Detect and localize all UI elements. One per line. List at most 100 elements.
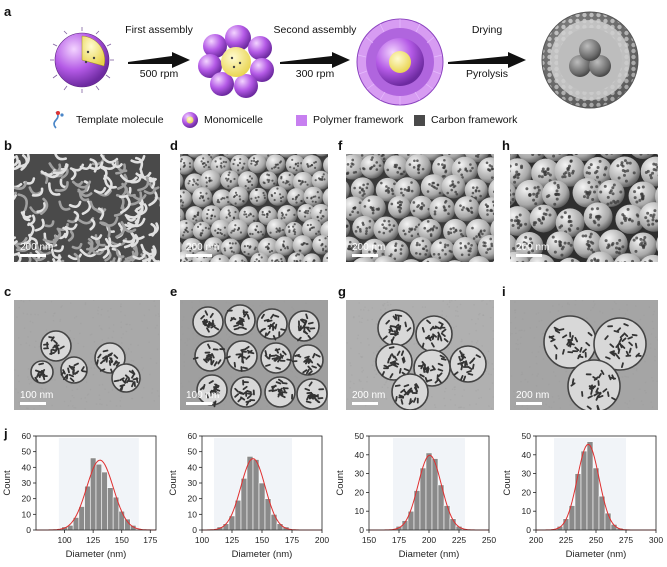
x-axis-label: Diameter (nm) bbox=[399, 549, 460, 560]
x-tick-label: 175 bbox=[143, 535, 157, 545]
sem-image-h: 200 nm bbox=[510, 154, 658, 262]
y-tick-label: 40 bbox=[522, 450, 532, 460]
scale-bar: 200 nm bbox=[516, 242, 549, 257]
histogram-bar bbox=[252, 459, 260, 531]
tem-image-c-graphic bbox=[14, 300, 160, 410]
x-tick-label: 175 bbox=[285, 535, 299, 545]
tem-image-c: 100 nm bbox=[14, 300, 160, 410]
step3-title: Drying bbox=[471, 24, 503, 36]
step3-subtitle: Pyrolysis bbox=[465, 68, 508, 80]
y-tick-label: 10 bbox=[22, 509, 32, 519]
y-tick-label: 30 bbox=[188, 478, 198, 488]
template-molecule-icon bbox=[53, 111, 64, 129]
y-axis-label: Count bbox=[2, 470, 13, 496]
monomicelle-illustration bbox=[50, 27, 114, 93]
x-tick-label: 175 bbox=[392, 535, 406, 545]
carbon-sphere-illustration bbox=[541, 11, 639, 109]
scale-label: 200 nm bbox=[186, 242, 220, 253]
tem-image-e-graphic bbox=[180, 300, 328, 410]
scale-label: 200 nm bbox=[352, 242, 386, 253]
polymer-coated-sphere-illustration bbox=[356, 18, 444, 106]
arrow-right-icon bbox=[128, 52, 190, 68]
scale-bar: 200 nm bbox=[352, 390, 385, 405]
histogram-4: 0 10 20 30 40 50 200 225 250 275 300 Diameter (nm) C… bbox=[502, 431, 663, 560]
scale-bar: 100 nm bbox=[20, 390, 53, 405]
y-tick-label: 0 bbox=[26, 525, 31, 535]
y-tick-label: 30 bbox=[22, 478, 32, 488]
sem-image-h-graphic bbox=[510, 154, 658, 262]
x-tick-label: 150 bbox=[115, 535, 129, 545]
histogram-bar bbox=[592, 467, 600, 531]
panel-label-g: g bbox=[338, 284, 346, 299]
y-tick-label: 40 bbox=[188, 462, 198, 472]
arrow-right-icon bbox=[280, 52, 350, 68]
panel-label-b: b bbox=[4, 138, 12, 153]
x-tick-label: 125 bbox=[225, 535, 239, 545]
legend-template: Template molecule bbox=[76, 114, 164, 126]
carbon-swatch bbox=[414, 114, 425, 126]
tem-image-e: 100 nm bbox=[180, 300, 328, 410]
scale-label: 200 nm bbox=[20, 242, 54, 253]
step1-title: First assembly bbox=[125, 24, 193, 36]
y-tick-label: 30 bbox=[355, 469, 365, 479]
histogram-1: 0 10 20 30 40 50 60 100 125 150 175 Diameter (nm) Co… bbox=[2, 431, 158, 560]
x-tick-label: 225 bbox=[452, 535, 466, 545]
panel-label-e: e bbox=[170, 284, 178, 299]
tem-image-g-graphic bbox=[346, 300, 494, 410]
sem-image-f-graphic bbox=[346, 154, 494, 262]
legend-monomicelle-label: Monomicelle bbox=[204, 114, 263, 126]
histogram-3: 0 10 20 30 40 50 150 175 200 225 250 Diameter (nm) C… bbox=[335, 431, 496, 560]
sem-image-d: 200 nm bbox=[180, 154, 328, 262]
legend-monomicelle: Monomicelle bbox=[204, 114, 263, 126]
tem-image-i: 200 nm bbox=[510, 300, 658, 410]
legend-polymer-label: Polymer framework bbox=[313, 114, 404, 126]
histogram-bar bbox=[118, 510, 125, 531]
y-tick-label: 20 bbox=[22, 494, 32, 504]
histogram-bar bbox=[258, 482, 266, 531]
y-tick-label: 60 bbox=[188, 431, 198, 441]
y-tick-label: 50 bbox=[188, 447, 198, 457]
y-axis-label: Count bbox=[335, 470, 346, 496]
panel-label-c: c bbox=[4, 284, 12, 299]
scale-label: 200 nm bbox=[352, 390, 386, 401]
y-tick-label: 0 bbox=[359, 525, 364, 535]
y-tick-label: 60 bbox=[22, 431, 32, 441]
polymer-swatch bbox=[296, 114, 307, 126]
scale-bar: 200 nm bbox=[352, 242, 385, 257]
micelle-cluster-illustration bbox=[198, 25, 274, 98]
y-tick-label: 30 bbox=[522, 469, 532, 479]
sem-image-d-graphic bbox=[180, 154, 328, 262]
y-tick-label: 0 bbox=[526, 525, 531, 535]
sem-image-b-graphic bbox=[14, 154, 160, 262]
y-tick-label: 50 bbox=[355, 431, 365, 441]
x-tick-label: 275 bbox=[619, 535, 633, 545]
tem-image-g: 200 nm bbox=[346, 300, 494, 410]
histogram-bar bbox=[419, 467, 427, 531]
scale-bar: 200 nm bbox=[186, 242, 219, 257]
y-axis-label: Count bbox=[168, 470, 179, 496]
panel-label-j: j bbox=[4, 426, 8, 441]
y-tick-label: 10 bbox=[188, 509, 198, 519]
x-tick-label: 225 bbox=[559, 535, 573, 545]
x-axis-label: Diameter (nm) bbox=[66, 549, 127, 560]
y-tick-label: 50 bbox=[22, 447, 32, 457]
panel-label-h: h bbox=[502, 138, 510, 153]
sem-image-f: 200 nm bbox=[346, 154, 494, 262]
y-tick-label: 40 bbox=[22, 462, 32, 472]
x-tick-label: 100 bbox=[195, 535, 209, 545]
x-tick-label: 100 bbox=[57, 535, 71, 545]
x-tick-label: 250 bbox=[589, 535, 603, 545]
x-tick-label: 250 bbox=[482, 535, 496, 545]
histogram-bar bbox=[95, 463, 103, 531]
y-tick-label: 20 bbox=[188, 494, 198, 504]
histogram-bar bbox=[604, 512, 612, 531]
histogram-bar bbox=[580, 450, 588, 531]
legend-carbon: Carbon framework bbox=[414, 114, 517, 126]
legend-carbon-label: Carbon framework bbox=[431, 114, 518, 126]
panel-label-d: d bbox=[170, 138, 178, 153]
panel-label-f: f bbox=[338, 138, 343, 153]
panel-label-i: i bbox=[502, 284, 506, 299]
histogram-bar bbox=[574, 473, 582, 531]
y-tick-label: 50 bbox=[522, 431, 532, 441]
histogram-bar bbox=[240, 477, 248, 531]
